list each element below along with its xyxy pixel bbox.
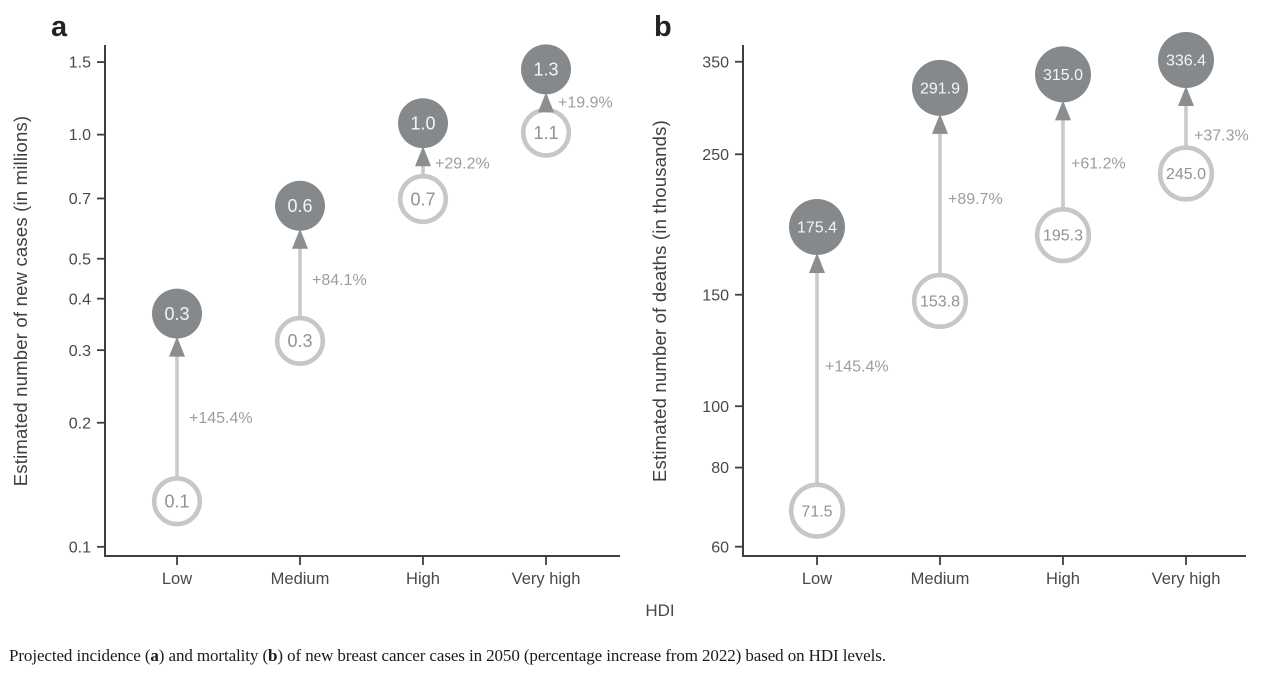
panel-b-plot: 350 250 150 100 80 60 Low Medium High Very high 71… xyxy=(702,32,1249,588)
y-tick-label: 150 xyxy=(702,287,729,304)
circle-2050-high xyxy=(398,98,448,149)
y-tick-label: 100 xyxy=(702,399,729,416)
panel-b-label: b xyxy=(654,11,672,43)
circle-2050-low xyxy=(789,199,845,256)
x-axis-title: HDI xyxy=(645,601,674,620)
y-tick-label: 0.5 xyxy=(69,251,91,268)
y-tick-label: 0.2 xyxy=(69,415,91,432)
x-tick-label-low: Low xyxy=(162,570,192,588)
x-tick-label-very-high: Very high xyxy=(512,570,581,588)
x-tick-label-very-high: Very high xyxy=(1152,570,1221,588)
panel-b-y-axis-title: Estimated number of deaths (in thousands… xyxy=(649,120,670,482)
circle-2050-medium xyxy=(275,180,325,231)
x-tick-label-low: Low xyxy=(802,570,832,588)
growth-arrow-head-medium xyxy=(932,113,948,134)
circle-2050-very-high xyxy=(1158,32,1214,89)
x-tick-label-high: High xyxy=(406,570,440,588)
value-label-2050-medium: 0.6 xyxy=(287,196,312,216)
caption-text: ) of new breast cancer cases in 2050 (pe… xyxy=(277,646,886,665)
circle-2022-low xyxy=(151,476,203,527)
pct-change-medium: +89.7% xyxy=(948,191,1003,208)
value-label-2022-low: 71.5 xyxy=(801,503,832,520)
y-tick-label: 80 xyxy=(711,460,729,477)
x-tick-label-medium: Medium xyxy=(911,570,970,588)
growth-arrow-head-very-high xyxy=(538,92,554,113)
y-tick-label: 250 xyxy=(702,147,729,164)
circle-2022-medium xyxy=(911,272,969,329)
circle-2050-medium xyxy=(912,59,968,116)
panel-a-plot: 1.5 1.0 0.7 0.5 0.4 0.3 0.2 0.1 Low Medium High Ver… xyxy=(69,44,620,588)
value-label-2022-low: 0.1 xyxy=(164,492,189,512)
value-label-2022-high: 195.3 xyxy=(1043,228,1083,245)
y-tick-label: 0.7 xyxy=(69,191,91,208)
value-label-2022-medium: 0.3 xyxy=(287,331,312,351)
growth-arrow-head-high xyxy=(1055,100,1071,121)
y-tick-label: 1.5 xyxy=(69,55,91,72)
value-label-2050-low: 0.3 xyxy=(164,304,189,324)
projection-chart: a b Estimated number of new cases (in mi… xyxy=(10,11,1249,620)
growth-arrow-head-medium xyxy=(292,228,308,249)
value-label-2050-medium: 291.9 xyxy=(920,80,960,97)
circle-2022-high xyxy=(1034,207,1092,264)
caption-text: ) and mortality ( xyxy=(158,646,269,665)
pct-change-low: +145.4% xyxy=(189,410,253,427)
circle-2050-high xyxy=(1035,46,1091,103)
y-tick-label: 0.4 xyxy=(69,291,91,308)
y-tick-label: 0.1 xyxy=(69,539,91,556)
growth-arrow-head-low xyxy=(169,336,185,357)
value-label-2050-high: 315.0 xyxy=(1043,67,1083,84)
pct-change-high: +61.2% xyxy=(1071,155,1126,172)
value-label-2050-high: 1.0 xyxy=(410,114,435,134)
caption-bold-b: b xyxy=(268,646,278,665)
pct-change-medium: +84.1% xyxy=(312,272,367,289)
caption-text: Projected incidence ( xyxy=(9,646,151,665)
value-label-2022-medium: 153.8 xyxy=(920,293,960,310)
circle-2022-high xyxy=(397,173,449,225)
circle-2050-very-high xyxy=(521,44,571,95)
y-tick-label: 0.3 xyxy=(69,343,91,360)
growth-arrow-head-high xyxy=(415,146,431,167)
y-tick-label: 60 xyxy=(711,539,729,556)
growth-arrow-head-very-high xyxy=(1178,86,1194,107)
x-tick-label-high: High xyxy=(1046,570,1080,588)
pct-change-very-high: +37.3% xyxy=(1194,127,1249,144)
circle-2022-low xyxy=(788,482,846,539)
value-label-2050-low: 175.4 xyxy=(797,220,837,237)
pct-change-very-high: +19.9% xyxy=(558,95,613,112)
value-label-2050-very-high: 336.4 xyxy=(1166,53,1206,70)
circle-2022-medium xyxy=(274,315,326,366)
value-label-2022-very-high: 245.0 xyxy=(1166,166,1206,183)
pct-change-high: +29.2% xyxy=(435,156,490,173)
x-tick-label-medium: Medium xyxy=(271,570,330,588)
y-tick-label: 350 xyxy=(702,54,729,71)
value-label-2022-very-high: 1.1 xyxy=(533,123,558,143)
panel-a-label: a xyxy=(51,11,68,43)
y-tick-label: 1.0 xyxy=(69,127,91,144)
caption-bold-a: a xyxy=(150,646,159,665)
panel-a-y-axis-title: Estimated number of new cases (in millio… xyxy=(10,116,31,487)
value-label-2050-very-high: 1.3 xyxy=(533,60,558,80)
pct-change-low: +145.4% xyxy=(825,358,889,375)
growth-arrow-head-low xyxy=(809,253,825,274)
value-label-2022-high: 0.7 xyxy=(410,189,435,209)
circle-2022-very-high xyxy=(1157,145,1215,202)
circle-2050-low xyxy=(152,288,202,339)
figure-caption: Projected incidence (a) and mortality (b… xyxy=(9,645,1259,666)
